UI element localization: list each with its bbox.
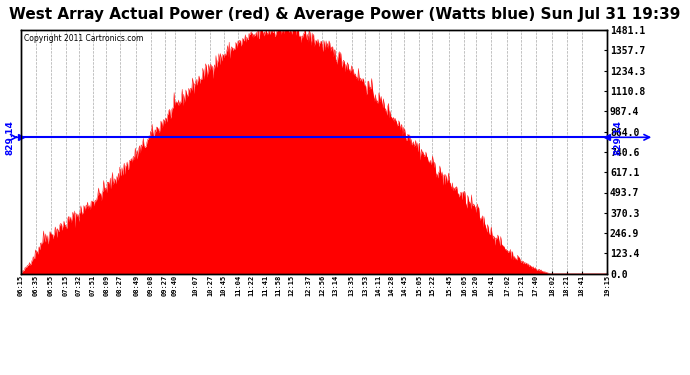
Text: 829.14: 829.14 [6,120,15,155]
Text: Copyright 2011 Cartronics.com: Copyright 2011 Cartronics.com [23,34,143,43]
Text: 829.14: 829.14 [613,120,622,155]
Text: West Array Actual Power (red) & Average Power (Watts blue) Sun Jul 31 19:39: West Array Actual Power (red) & Average … [9,8,681,22]
